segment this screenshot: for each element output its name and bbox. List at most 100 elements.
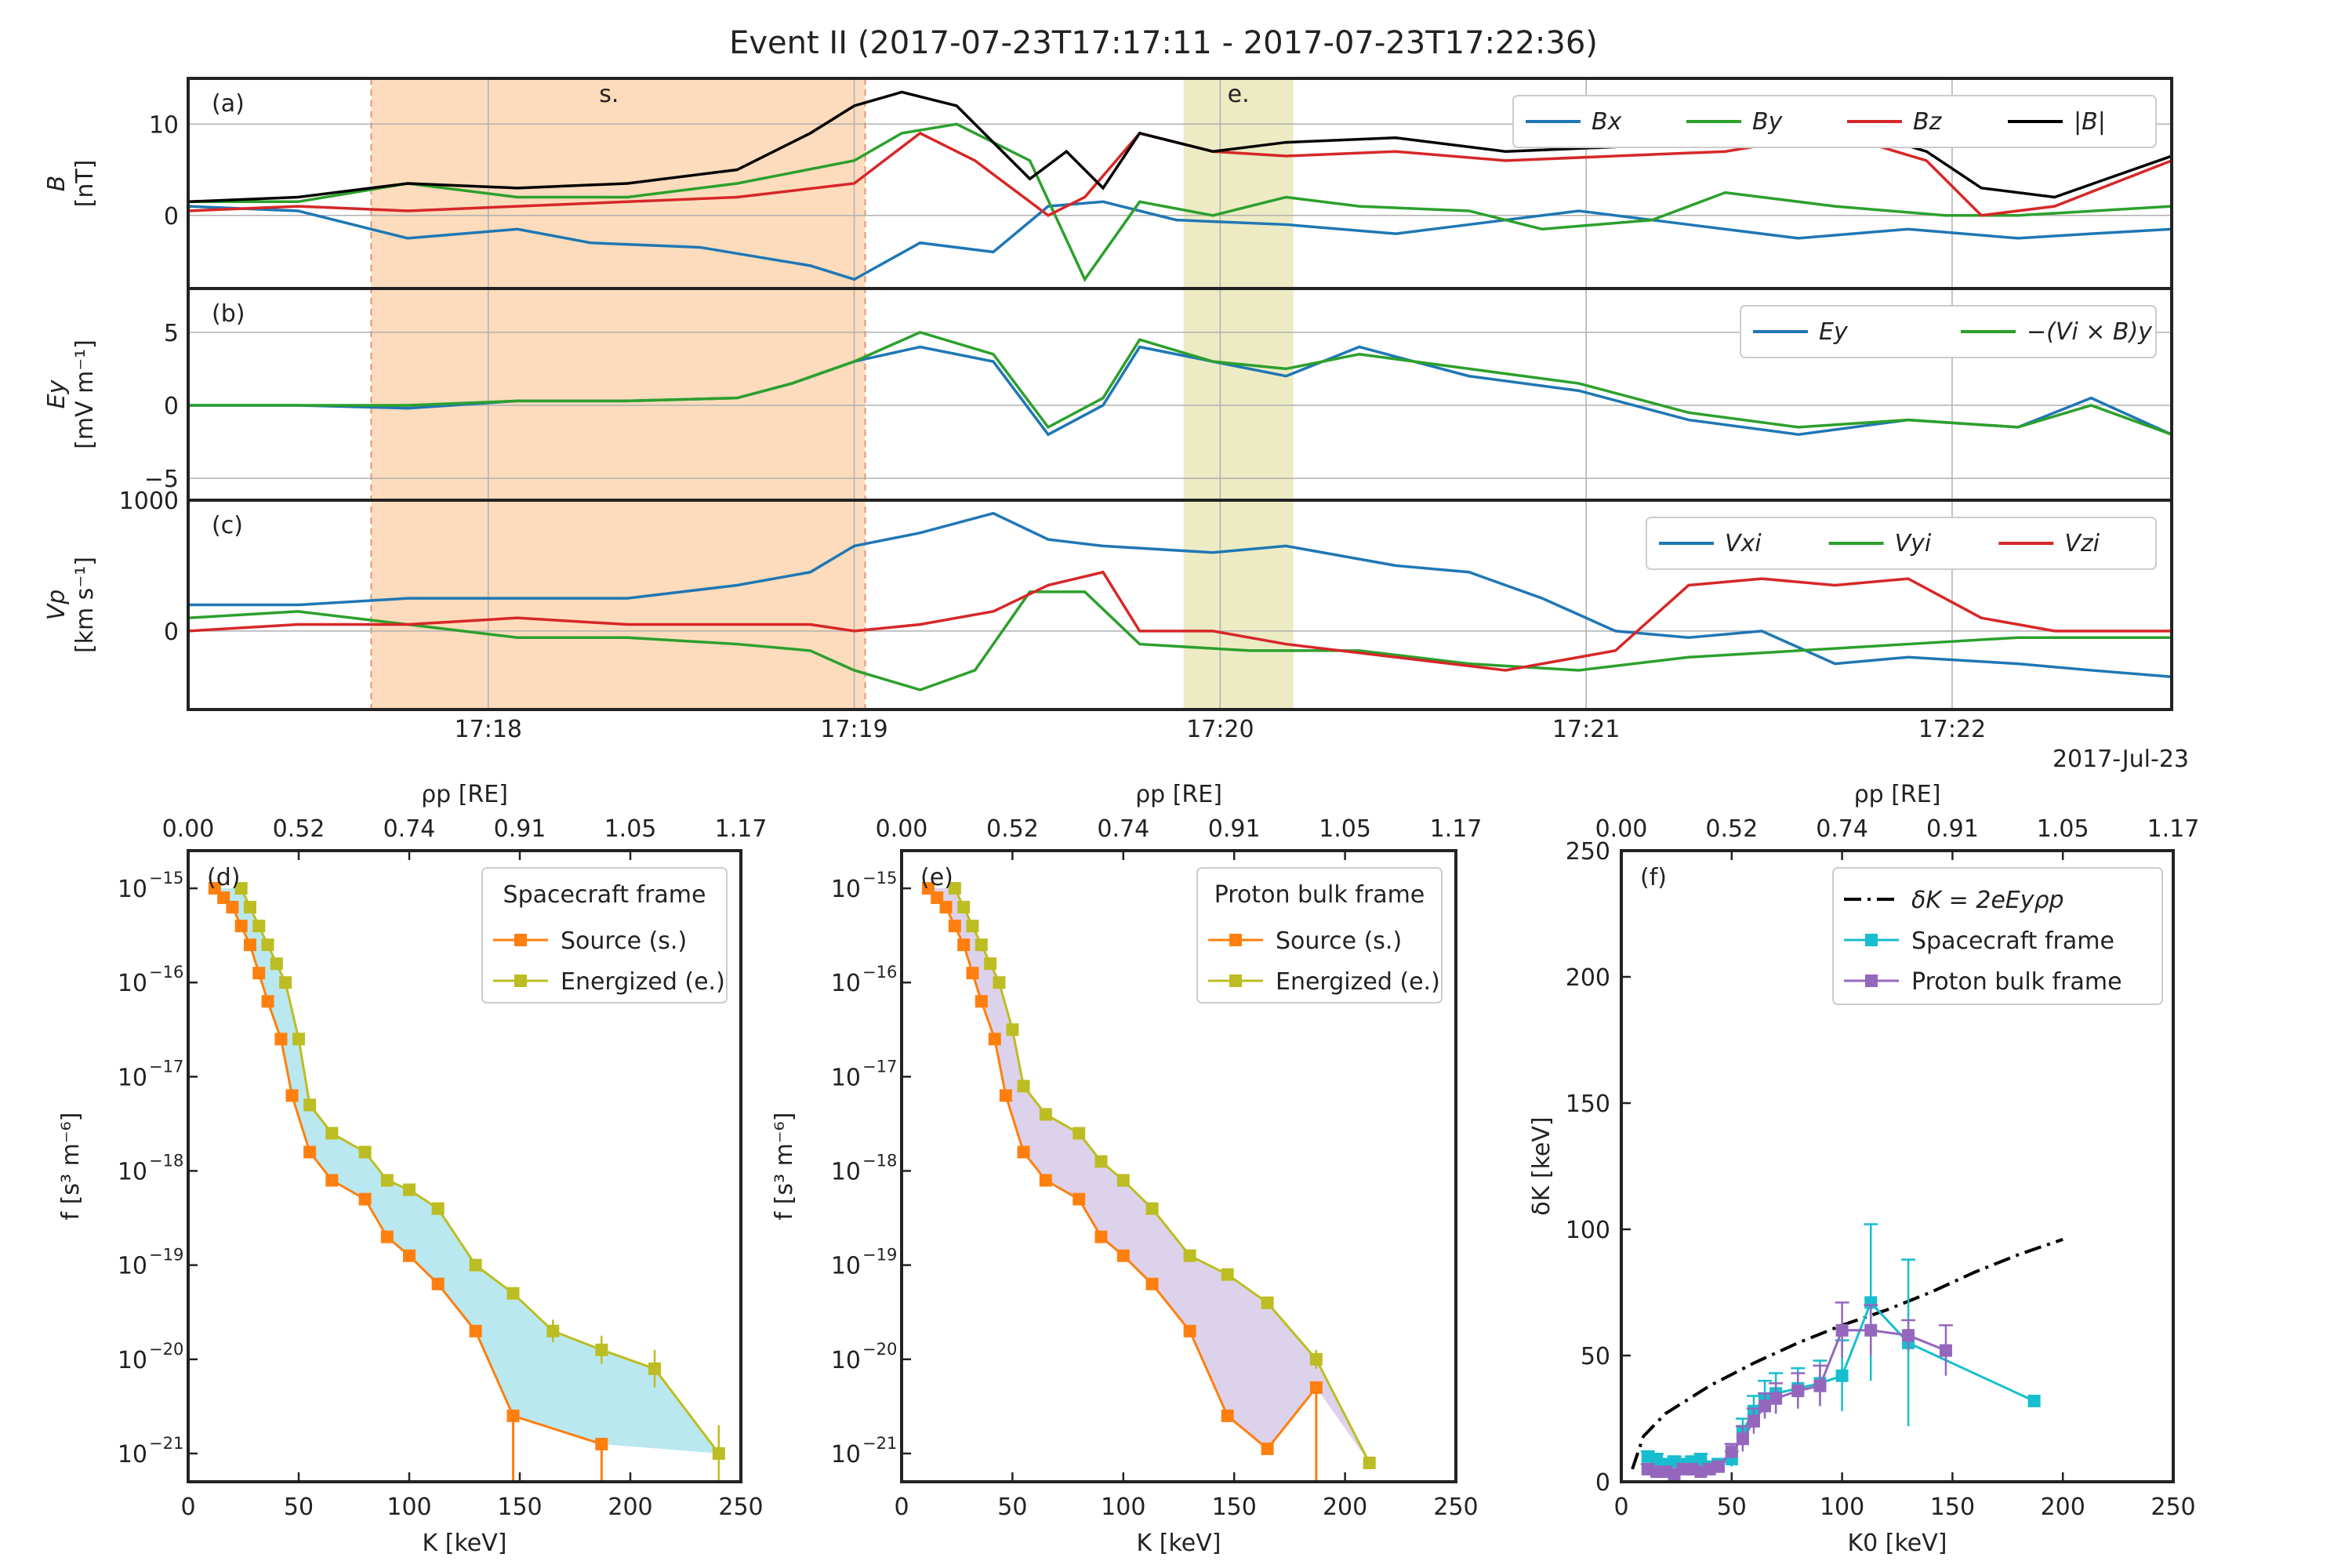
ytick-label-f-0: 0 (1595, 1469, 1610, 1497)
xlabel-f: K0 [keV] (1848, 1530, 1947, 1557)
marker-f-1-8 (1711, 1460, 1725, 1473)
legend-label-a-2: Bz (1913, 108, 1943, 136)
legend-label-d-1: Energized (e.) (561, 968, 725, 996)
ytick-exp-e-2: −17 (862, 1057, 897, 1076)
time-tick-label-4: 17:22 (1918, 716, 1986, 743)
legend-marker-d-0 (514, 934, 527, 946)
marker-e-0-10 (1039, 1174, 1052, 1187)
legend-label-c-1: Vyi (1895, 530, 1932, 557)
ytick-label-e-1: 10 (831, 970, 861, 997)
marker-e-1-9 (1073, 1127, 1086, 1140)
top-axis-label-e: ρp [RE] (1135, 781, 1222, 808)
ytick-label-d-1: 10 (118, 970, 147, 997)
marker-f-1-17 (1864, 1323, 1878, 1337)
yunit-a: [nT] (71, 160, 99, 208)
marker-e-0-15 (1183, 1324, 1196, 1338)
ylabel-b: Ey (43, 379, 71, 408)
marker-e-0-13 (1116, 1249, 1130, 1262)
marker-d-0-6 (261, 995, 274, 1008)
marker-f-1-13 (1769, 1392, 1783, 1405)
marker-e-0-5 (966, 967, 979, 980)
marker-f-1-18 (1902, 1329, 1915, 1342)
top-tick-label-f-3: 0.91 (1926, 815, 1979, 843)
ytick-label-a-1: 0 (164, 203, 179, 230)
marker-f-1-10 (1736, 1432, 1749, 1446)
legend-label-c-2: Vzi (2064, 530, 2100, 557)
marker-d-1-11 (403, 1183, 416, 1196)
marker-f-1-11 (1747, 1414, 1760, 1428)
marker-d-1-1 (243, 901, 256, 914)
ytick-label-d-4: 10 (118, 1253, 147, 1280)
difference-fill-e (927, 888, 1370, 1463)
ytick-exp-d-0: −15 (149, 869, 183, 887)
marker-e-1-6 (1006, 1023, 1019, 1036)
ytick-exp-e-5: −20 (862, 1340, 897, 1359)
marker-e-1-15 (1261, 1296, 1274, 1309)
top-tick-label-f-0: 0.00 (1595, 815, 1648, 843)
top-tick-label-d-0: 0.00 (162, 815, 215, 843)
xtick-label-f-3: 150 (1930, 1494, 1975, 1521)
series-line-a-1 (188, 122, 2172, 282)
marker-d-0-10 (325, 1174, 339, 1187)
panel-label-b: (b) (212, 300, 245, 328)
xtick-label-f-0: 0 (1613, 1494, 1628, 1521)
marker-e-0-12 (1094, 1230, 1108, 1243)
top-tick-label-d-2: 0.74 (383, 815, 436, 843)
xtick-label-e-5: 250 (1433, 1494, 1478, 1521)
xtick-label-e-3: 150 (1212, 1494, 1257, 1521)
yunit-c: [km s⁻¹] (71, 557, 99, 653)
marker-f-1-14 (1791, 1385, 1805, 1398)
marker-f-1-12 (1759, 1399, 1772, 1413)
xtick-label-f-2: 100 (1820, 1494, 1864, 1521)
marker-f-1-15 (1813, 1379, 1827, 1392)
ytick-exp-e-4: −19 (862, 1246, 897, 1265)
legend-box-d (481, 867, 728, 1004)
ytick-label-d-3: 10 (118, 1159, 147, 1186)
marker-d-1-7 (303, 1098, 317, 1112)
legend-marker-f-0 (1865, 934, 1878, 946)
marker-e-0-2 (939, 901, 953, 914)
marker-e-1-2 (966, 920, 979, 933)
legend-label-a-0: Bx (1592, 108, 1622, 136)
ytick-exp-e-3: −18 (862, 1152, 897, 1171)
marker-d-0-1 (217, 891, 230, 905)
ytick-label-f-4: 200 (1566, 964, 1610, 992)
ytick-exp-d-6: −21 (149, 1434, 183, 1453)
ytick-exp-e-6: −21 (862, 1434, 897, 1453)
xlabel-d: K [keV] (423, 1530, 507, 1557)
panel-label-c: (c) (212, 512, 243, 539)
marker-e-0-17 (1261, 1442, 1274, 1455)
legend-label-f-1: Proton bulk frame (1911, 968, 2122, 996)
ytick-label-c-0: 1000 (119, 488, 179, 515)
ytick-label-f-1: 50 (1581, 1343, 1610, 1370)
ytick-exp-e-1: −16 (862, 963, 897, 982)
marker-d-1-6 (292, 1033, 305, 1046)
panel-frame-c (187, 499, 2173, 711)
xtick-label-e-4: 200 (1323, 1494, 1367, 1521)
marker-d-0-15 (469, 1324, 482, 1338)
legend-label-e-0: Source (s.) (1276, 927, 1402, 955)
legend-label-b-1: −(Vi × B)y (2027, 318, 2153, 346)
top-tick-label-e-3: 0.91 (1208, 815, 1261, 843)
marker-e-0-11 (1073, 1192, 1086, 1206)
legend-title-d: Spacecraft frame (503, 881, 706, 909)
ylabel-e: f [s³ m⁻⁶] (771, 1112, 798, 1221)
marker-d-0-0 (208, 882, 221, 895)
ytick-exp-d-1: −16 (149, 963, 183, 982)
time-tick-label-1: 17:19 (820, 716, 887, 743)
panel-label-d: (d) (207, 864, 240, 891)
marker-d-1-13 (469, 1258, 482, 1272)
legend-marker-e-1 (1229, 975, 1242, 987)
ytick-label-d-2: 10 (118, 1064, 147, 1091)
ytick-exp-d-2: −17 (149, 1057, 183, 1076)
series-line-c-1 (187, 590, 2172, 691)
marker-d-1-4 (270, 957, 283, 971)
xtick-label-d-0: 0 (180, 1494, 195, 1521)
ylabel-d: f [s³ m⁻⁶] (57, 1112, 85, 1221)
marker-e-1-13 (1183, 1249, 1196, 1262)
region-label-s: s. (599, 81, 619, 108)
ytick-label-e-5: 10 (831, 1347, 861, 1374)
xtick-label-f-1: 50 (1717, 1494, 1747, 1521)
marker-d-0-5 (252, 967, 266, 980)
